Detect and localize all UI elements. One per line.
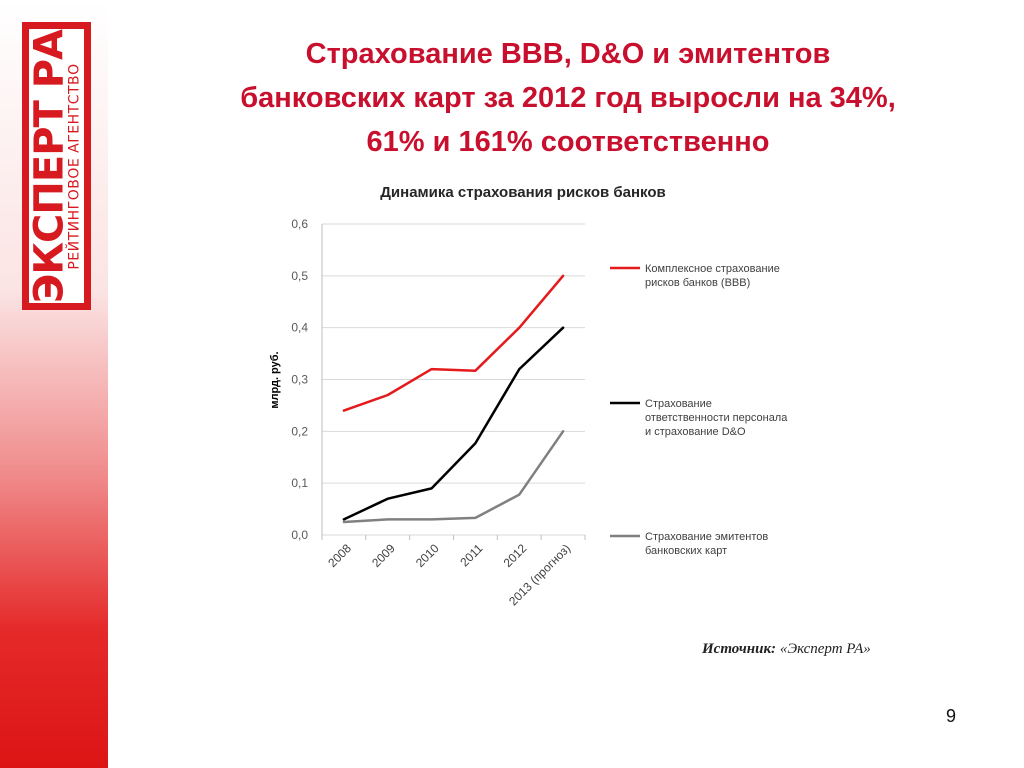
y-tick-label: 0,5 <box>291 269 308 283</box>
series-layer <box>342 274 565 524</box>
y-tick-label: 0,6 <box>291 217 308 231</box>
legend-label: Страхование <box>645 398 712 410</box>
legend-label: рисков банков (BBB) <box>645 277 750 289</box>
source-text: «Эксперт РА» <box>779 641 871 657</box>
x-tick-label: 2010 <box>413 541 442 570</box>
source-label: Источник: <box>702 641 777 657</box>
y-tick-label: 0,1 <box>291 476 308 490</box>
slide-title-line: Страхование BBB, D&O и эмитентов <box>305 38 831 70</box>
slide-title-line: банковских карт за 2012 год выросли на 3… <box>240 82 896 114</box>
x-tick-label: 2008 <box>325 541 354 570</box>
source-note: Источник: «Эксперт РА» <box>702 641 871 658</box>
legend-label: Страхование эмитентов <box>645 531 768 543</box>
line-chart: Динамика страхования рисков банков млрд.… <box>269 184 788 608</box>
series-line <box>342 274 565 412</box>
legend-label: Комплексное страхование <box>645 263 780 275</box>
grid-layer <box>322 223 585 536</box>
legend-label: ответственности персонала <box>645 412 788 424</box>
x-tick-label: 2012 <box>501 541 530 570</box>
logo-tagline: РЕЙТИНГОВОЕ АГЕНТСТВО <box>65 62 82 270</box>
y-tick-label: 0,4 <box>291 321 308 335</box>
y-tick-label: 0,2 <box>291 424 308 438</box>
slide-title: Страхование BBB, D&O и эмитентов банковс… <box>128 32 1008 164</box>
page-number: 9 <box>946 706 957 726</box>
x-tick-label: 2011 <box>457 541 485 569</box>
legend-item: Комплексное страхование рисков банков (BB… <box>610 263 780 289</box>
legend-item: Страхование ответственности персонала и ст… <box>610 398 788 438</box>
y-tick-label: 0,3 <box>291 373 308 387</box>
legend-label: банковских карт <box>645 545 727 557</box>
chart-title: Динамика страхования рисков банков <box>380 184 665 201</box>
series-line <box>342 326 565 521</box>
logo-rotated-text: ЭКСПЕРТ РА РЕЙТИНГОВОЕ АГЕНТСТВО <box>29 29 84 303</box>
series-line <box>342 430 565 524</box>
y-tick-label: 0,0 <box>291 528 308 542</box>
legend-label: и страхование D&O <box>645 426 746 438</box>
logo: ЭКСПЕРТ РА РЕЙТИНГОВОЕ АГЕНТСТВО <box>22 22 91 310</box>
legend: Комплексное страхование рисков банков (BB… <box>610 263 788 557</box>
logo-brand-text: ЭКСПЕРТ РА <box>29 29 72 303</box>
legend-item: Страхование эмитентов банковских карт <box>610 531 768 557</box>
x-tick-label: 2009 <box>369 541 398 570</box>
slide-title-line: 61% и 161% соответственно <box>366 126 770 158</box>
logo-inner: ЭКСПЕРТ РА РЕЙТИНГОВОЕ АГЕНТСТВО <box>29 29 84 303</box>
y-axis-label: млрд. руб. <box>269 351 281 408</box>
